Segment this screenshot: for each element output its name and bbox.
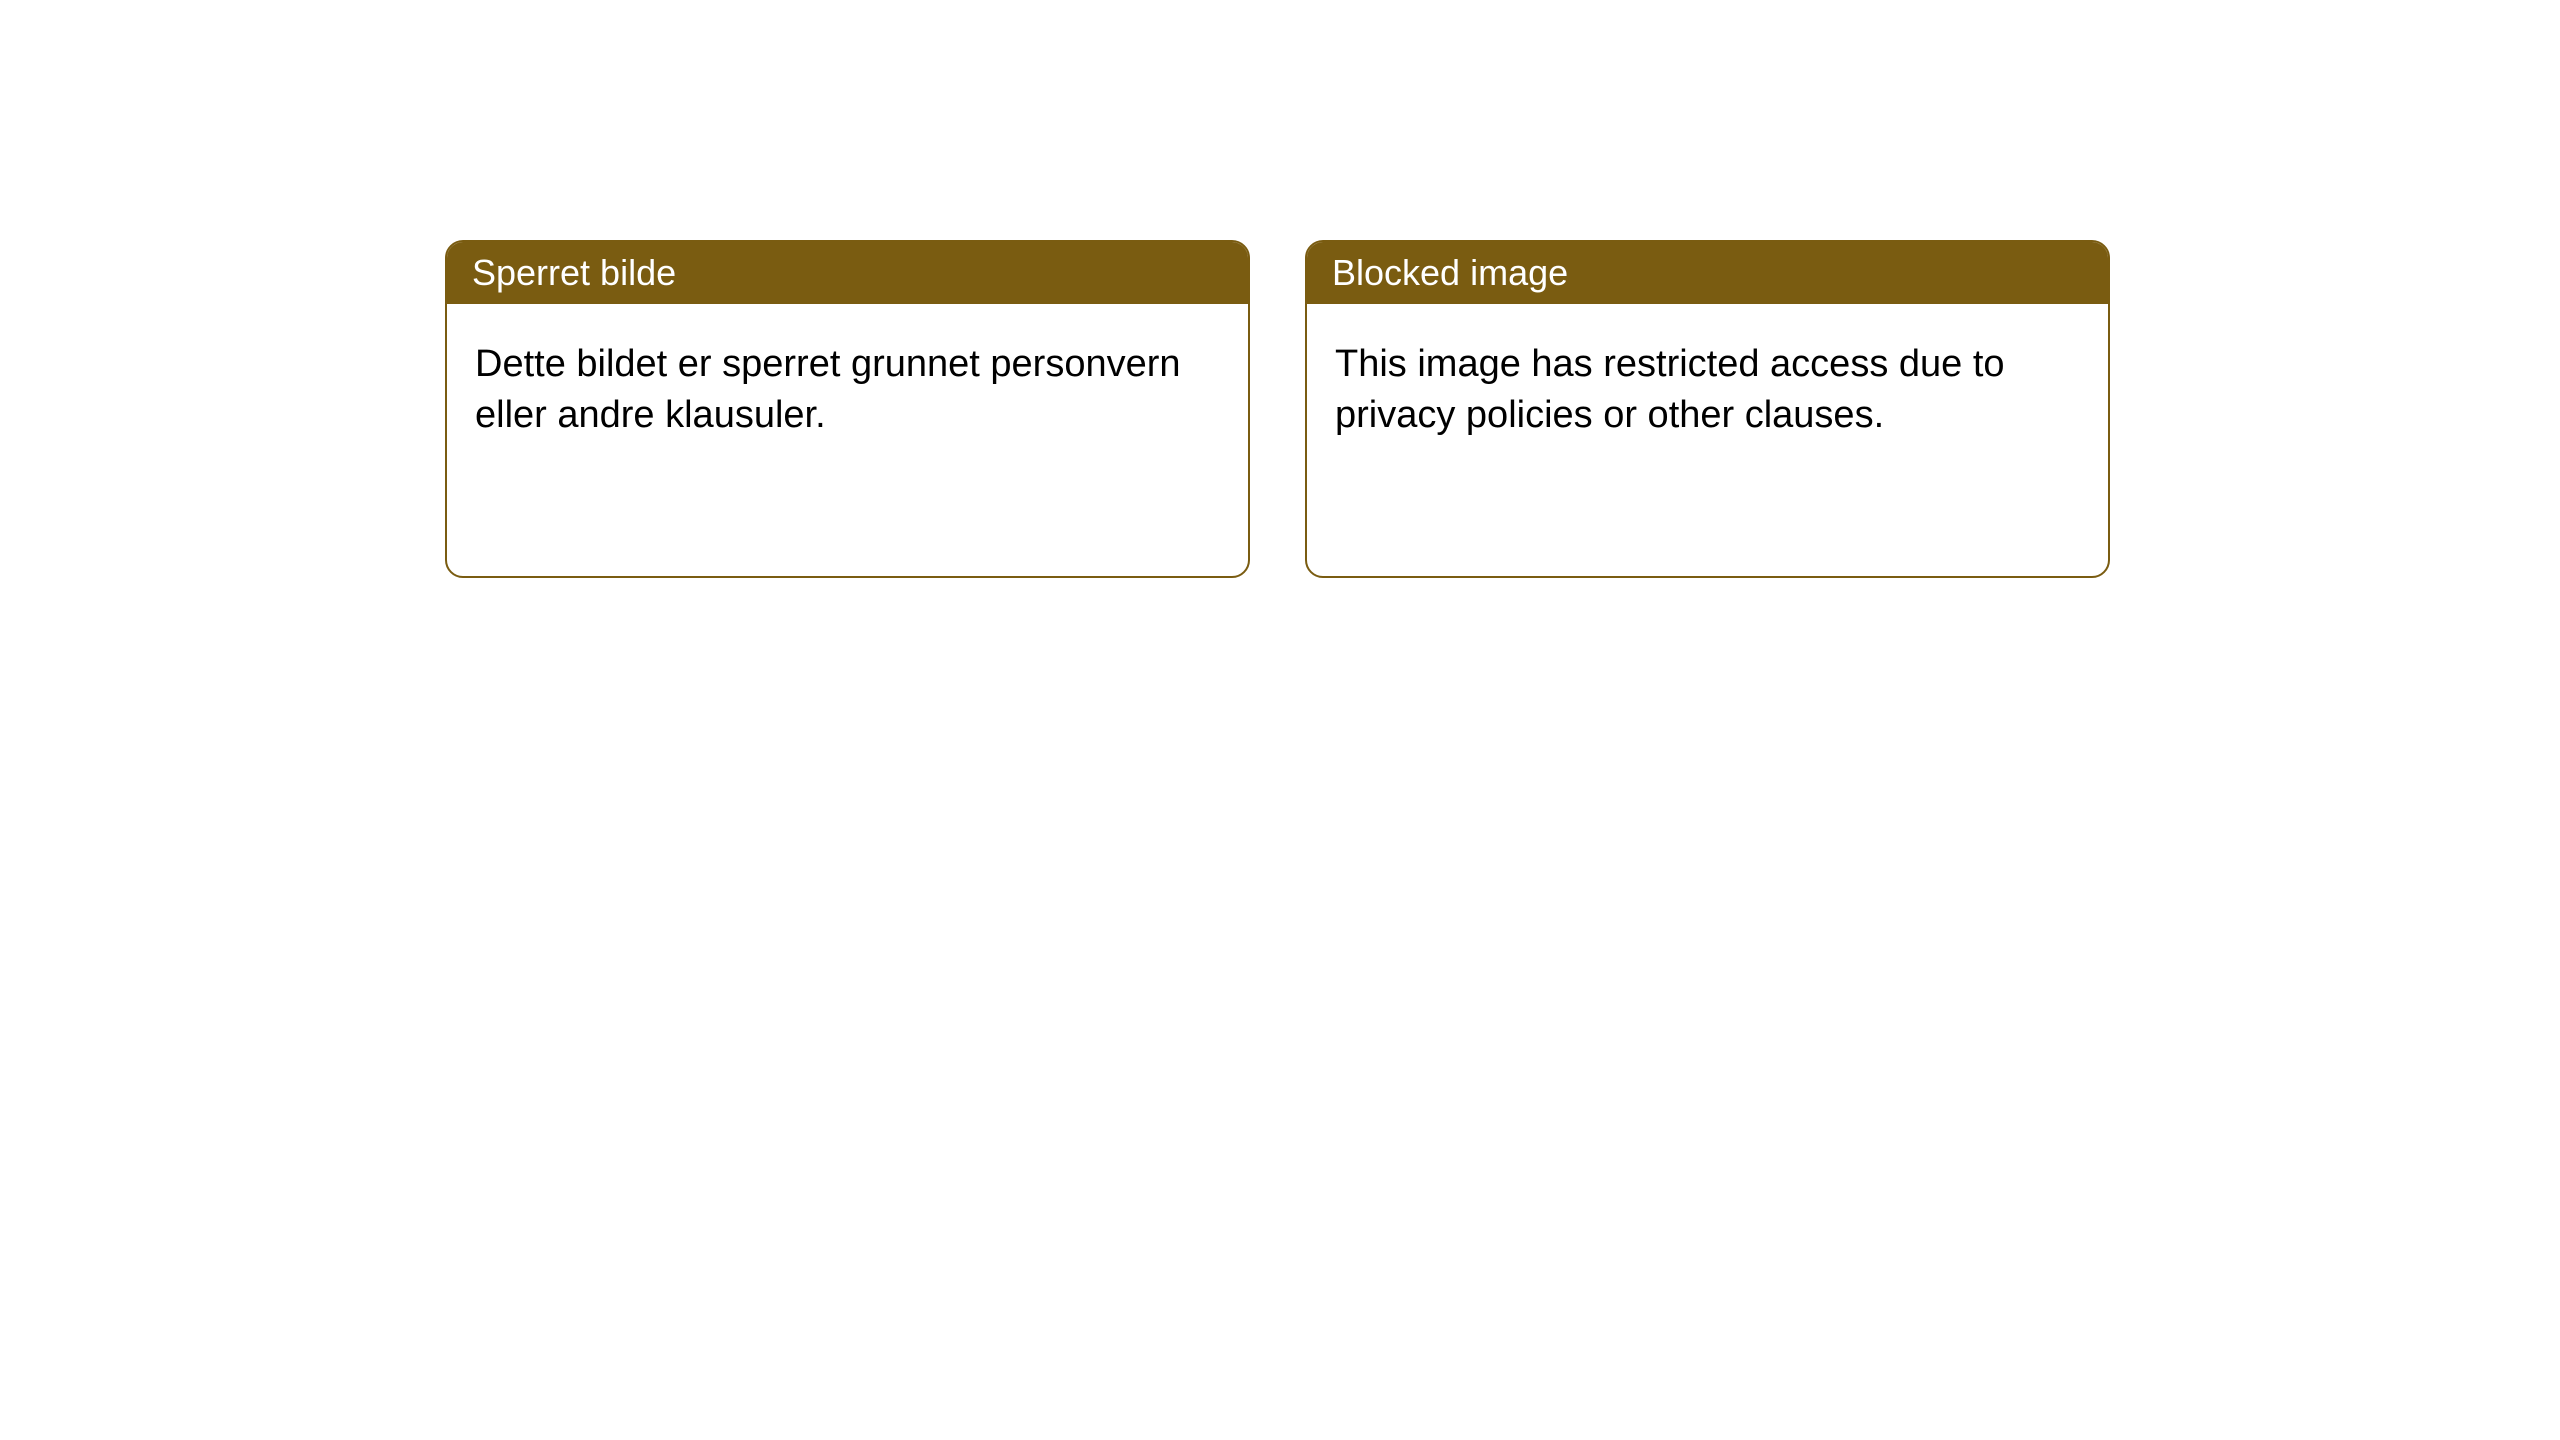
card-body: This image has restricted access due to … xyxy=(1307,304,2108,477)
card-title: Blocked image xyxy=(1307,242,2108,304)
card-body: Dette bildet er sperret grunnet personve… xyxy=(447,304,1248,477)
notice-container: Sperret bilde Dette bildet er sperret gr… xyxy=(0,0,2560,578)
card-title: Sperret bilde xyxy=(447,242,1248,304)
notice-card-norwegian: Sperret bilde Dette bildet er sperret gr… xyxy=(445,240,1250,578)
notice-card-english: Blocked image This image has restricted … xyxy=(1305,240,2110,578)
